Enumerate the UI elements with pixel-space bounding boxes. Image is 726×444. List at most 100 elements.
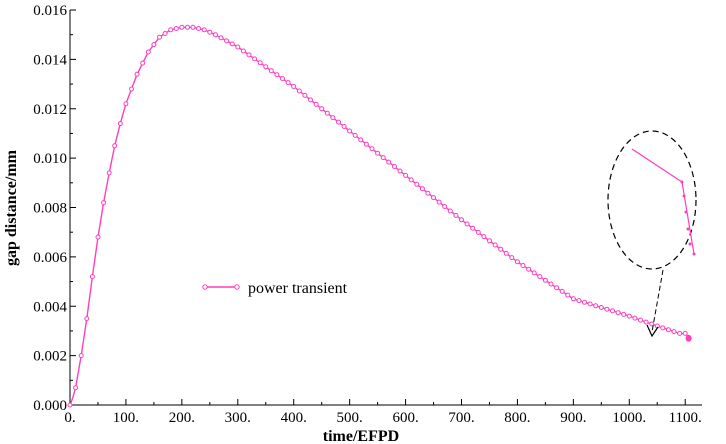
data-point [492, 242, 498, 248]
data-point [615, 310, 621, 316]
data-point [257, 60, 263, 66]
x-tick-label: 200. [169, 410, 195, 426]
data-point [157, 34, 162, 40]
data-point [190, 24, 196, 30]
x-axis-title: time/EFPD [323, 428, 399, 444]
data-point [397, 168, 403, 174]
data-point [459, 217, 464, 223]
data-point [548, 281, 554, 287]
data-point [464, 221, 470, 227]
x-tick-label: 300. [225, 410, 251, 426]
data-point [308, 97, 313, 103]
data-point [665, 327, 671, 333]
data-point [554, 285, 560, 291]
data-point [151, 42, 157, 48]
y-tick-label: 0.008 [33, 201, 67, 217]
data-point [509, 255, 515, 261]
series-line [69, 26, 690, 406]
data-point [358, 137, 364, 143]
data-point [291, 84, 297, 89]
legend: power transient [202, 280, 348, 297]
data-point [487, 238, 492, 244]
data-point [313, 101, 319, 107]
data-point [324, 110, 330, 116]
data-point [89, 274, 95, 280]
data-point [101, 200, 107, 206]
data-point [598, 305, 604, 310]
data-point [626, 313, 632, 319]
data-point [514, 259, 520, 265]
data-point [173, 26, 179, 31]
data-point [235, 44, 241, 50]
data-point [263, 64, 269, 70]
y-tick-label: 0.002 [33, 349, 67, 365]
axes: 0. 100. 200. 300. 400. 500. 600. 700. 800. 900. 10… [33, 3, 702, 426]
data-point [503, 250, 509, 256]
data-point [280, 76, 285, 82]
zoom-circle [607, 130, 697, 270]
zoom-curve [631, 148, 695, 255]
zoom-point [680, 180, 684, 184]
data-point [380, 155, 386, 161]
y-tick-label: 0.014 [33, 52, 67, 68]
data-point [632, 315, 638, 321]
x-tick-label: 800. [504, 410, 530, 426]
data-point [408, 177, 414, 183]
zoom-point [688, 242, 692, 246]
y-tick-label: 0.006 [33, 250, 67, 266]
data-point [403, 172, 409, 178]
zoom-point [682, 194, 686, 198]
data-point [268, 68, 274, 74]
x-tick-label: 100. [113, 410, 139, 426]
zoom-point [684, 210, 688, 214]
data-point [229, 41, 235, 47]
data-point [587, 301, 593, 307]
data-point [375, 150, 381, 156]
y-tick-label: 0.000 [33, 398, 67, 414]
data-point [67, 402, 73, 408]
data-point [643, 319, 649, 325]
data-point [671, 329, 677, 335]
data-point [431, 195, 436, 201]
data-point [179, 24, 185, 30]
zoom-point [686, 227, 690, 231]
data-point [537, 274, 543, 280]
data-point [296, 88, 302, 94]
data-point [425, 190, 431, 196]
data-point [565, 292, 571, 298]
data-point [386, 159, 392, 165]
data-point [682, 330, 688, 336]
data-point [677, 330, 683, 336]
data-point [319, 106, 325, 112]
data-point [84, 316, 90, 322]
data-point [212, 32, 218, 38]
data-point [123, 101, 129, 107]
legend-marker [202, 284, 208, 290]
data-point [604, 306, 610, 312]
x-tick-label: 1100. [669, 410, 702, 426]
series-markers [67, 24, 692, 408]
x-tick-label: 500. [337, 410, 363, 426]
data-point [145, 49, 151, 55]
data-point [436, 199, 442, 205]
x-tick-label: 0. [64, 410, 75, 426]
data-point [570, 296, 576, 302]
data-point [347, 128, 353, 134]
data-point [302, 92, 308, 98]
y-tick-label: 0.016 [33, 3, 67, 19]
data-point [224, 38, 230, 44]
y-tick-label: 0.010 [33, 151, 67, 167]
data-point [95, 234, 101, 240]
data-point [352, 132, 358, 138]
data-point [274, 72, 280, 78]
data-point [162, 31, 168, 36]
data-point [576, 298, 582, 304]
y-tick-label: 0.004 [33, 299, 67, 315]
x-tick-label: 900. [560, 410, 586, 426]
data-point [78, 353, 84, 359]
data-point [134, 71, 140, 77]
legend-label: power transient [248, 280, 348, 297]
data-point [442, 204, 448, 209]
data-point [240, 48, 246, 54]
